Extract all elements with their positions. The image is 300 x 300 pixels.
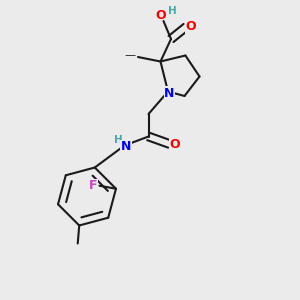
Text: O: O [169,137,180,151]
Text: O: O [185,20,196,34]
Text: O: O [155,9,166,22]
Text: H: H [114,135,123,145]
Text: —: — [125,50,136,60]
Text: N: N [164,86,175,100]
Text: H: H [168,6,177,16]
Text: F: F [89,179,98,192]
Text: N: N [121,140,131,154]
